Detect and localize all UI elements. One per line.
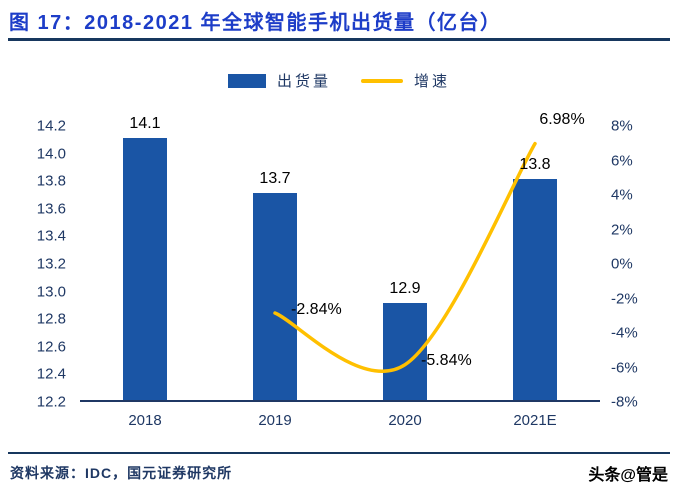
chart-legend: 出货量 增速 <box>0 70 678 91</box>
y-axis-right-tick: -6% <box>611 359 638 376</box>
y-axis-left-tick: 13.0 <box>36 283 66 301</box>
y-axis-right-tick: 2% <box>611 221 633 238</box>
y-axis-left-tick: 13.6 <box>36 200 66 218</box>
y-axis-left-tick: 12.6 <box>36 338 66 356</box>
y-axis-left-tick: 12.8 <box>36 310 66 328</box>
bar-2018 <box>123 137 167 400</box>
x-axis-tick: 2020 <box>388 412 422 429</box>
bar-2019 <box>253 193 297 400</box>
source-text: IDC，国元证券研究所 <box>85 465 233 481</box>
chart-area: 14.2 14.0 13.8 13.6 13.4 13.2 13.0 12.8 12.6 12.4… <box>10 111 668 429</box>
legend-label-growth: 增速 <box>414 73 451 90</box>
source-label: 资料来源： <box>10 465 85 481</box>
x-axis-tick: 2018 <box>128 412 162 429</box>
x-axis-tick: 2019 <box>258 412 292 429</box>
x-axis: 2018 2019 2020 2021E <box>80 404 600 429</box>
y-axis-left: 14.2 14.0 13.8 13.6 13.4 13.2 13.0 12.8 12.6 12.4… <box>10 118 66 411</box>
bar-series-swatch <box>227 73 266 88</box>
y-axis-left-tick: 12.2 <box>36 393 66 411</box>
footer-divider <box>8 452 670 454</box>
figure-title: 图 17：2018-2021 年全球智能手机出货量（亿台） <box>9 12 502 34</box>
y-axis-right-tick: -2% <box>611 290 638 307</box>
y-axis-right: 8% 6% 4% 2% 0% -2% -4% -6% -8% <box>611 118 668 411</box>
source-note: 资料来源：IDC，国元证券研究所 <box>10 463 232 483</box>
line-series-swatch <box>361 78 403 83</box>
y-axis-left-tick: 14.2 <box>36 117 66 135</box>
y-axis-left-tick: 13.2 <box>36 255 66 273</box>
y-axis-right-tick: -4% <box>611 324 638 342</box>
y-axis-left-tick: 13.4 <box>36 227 66 245</box>
legend-label-shipments: 出货量 <box>276 73 331 90</box>
line-value-label: 6.98% <box>539 110 585 128</box>
title-divider <box>8 38 670 41</box>
line-value-label: -5.84% <box>421 351 472 369</box>
bar-value-label: 13.8 <box>519 156 551 174</box>
watermark: 头条@管是 <box>588 467 668 484</box>
y-axis-right-tick: 6% <box>611 152 633 169</box>
legend-item-shipments: 出货量 <box>227 70 331 91</box>
bar-value-label: 14.1 <box>129 114 161 132</box>
y-axis-left-tick: 13.8 <box>36 172 66 190</box>
legend-item-growth: 增速 <box>361 70 450 91</box>
y-axis-left-tick: 12.4 <box>36 365 66 383</box>
y-axis-right-tick: -8% <box>611 393 638 411</box>
y-axis-right-tick: 8% <box>611 117 633 135</box>
x-axis-tick: 2021E <box>513 412 557 429</box>
growth-line <box>273 141 537 373</box>
y-axis-left-tick: 14.0 <box>36 145 66 163</box>
line-value-label: -2.84% <box>291 301 342 318</box>
bar-value-label: 13.7 <box>259 170 291 187</box>
bar-value-label: 12.9 <box>389 280 421 298</box>
plot-area: 14.1 13.7 12.9 13.8 -2.84% -5.84% 6.98% <box>80 111 600 402</box>
growth-line-path <box>273 141 537 373</box>
y-axis-right-tick: 0% <box>611 255 633 273</box>
y-axis-right-tick: 4% <box>611 186 633 204</box>
bar-2021E <box>513 179 557 400</box>
